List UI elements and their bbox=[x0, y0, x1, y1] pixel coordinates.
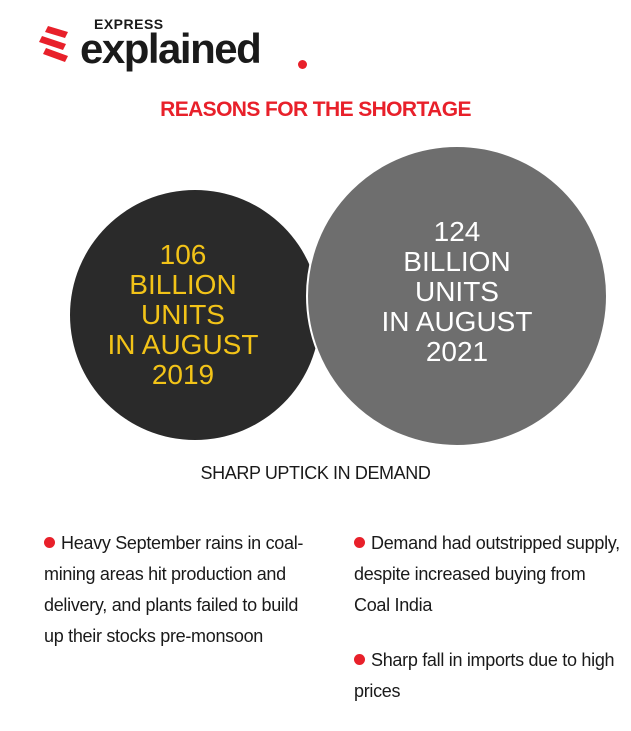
bullets-left-column: Heavy September rains in coal-mining are… bbox=[44, 528, 319, 676]
bullet-text: Demand had outstripped supply, despite i… bbox=[354, 533, 620, 615]
bullet-text: Heavy September rains in coal-mining are… bbox=[44, 533, 304, 646]
bullet-text: Sharp fall in imports due to high prices bbox=[354, 650, 615, 701]
circle-2021-line: BILLION bbox=[403, 246, 511, 277]
logo-explained-text: explained bbox=[80, 25, 262, 72]
circle-2021-line: UNITS bbox=[414, 276, 499, 307]
bullet-dot-icon bbox=[354, 654, 365, 665]
bullet-item: Sharp fall in imports due to high prices bbox=[354, 645, 624, 707]
circle-2019-line: 2019 bbox=[151, 359, 215, 390]
section-subtitle: SHARP UPTICK IN DEMAND bbox=[200, 463, 431, 483]
bullet-item: Demand had outstripped supply, despite i… bbox=[354, 528, 624, 621]
logo-express-text: EXPRESS bbox=[94, 16, 164, 32]
express-explained-logo: EXPRESS explained bbox=[38, 14, 307, 76]
bullets-right-column: Demand had outstripped supply, despite i… bbox=[354, 528, 624, 731]
circle-2021-line: IN AUGUST bbox=[381, 306, 533, 337]
circle-2019-line: UNITS bbox=[140, 299, 225, 330]
bullet-dot-icon bbox=[354, 537, 365, 548]
circle-2019-line: BILLION bbox=[129, 269, 237, 300]
circle-2021-line: 124 bbox=[433, 216, 481, 247]
circle-2019-line: 106 bbox=[159, 239, 207, 270]
circle-2019: 106 BILLION UNITS IN AUGUST 2019 bbox=[70, 190, 320, 440]
bullet-dot-icon bbox=[44, 537, 55, 548]
circle-2021-line: 2021 bbox=[425, 336, 489, 367]
circle-2019-line: IN AUGUST bbox=[107, 329, 259, 360]
infographic-title: REASONS FOR THE SHORTAGE bbox=[160, 98, 471, 121]
logo-chevron-icon bbox=[39, 26, 68, 62]
logo-dot bbox=[298, 60, 307, 69]
bullet-item: Heavy September rains in coal-mining are… bbox=[44, 528, 319, 652]
circle-2021: 124 BILLION UNITS IN AUGUST 2021 bbox=[306, 145, 608, 447]
